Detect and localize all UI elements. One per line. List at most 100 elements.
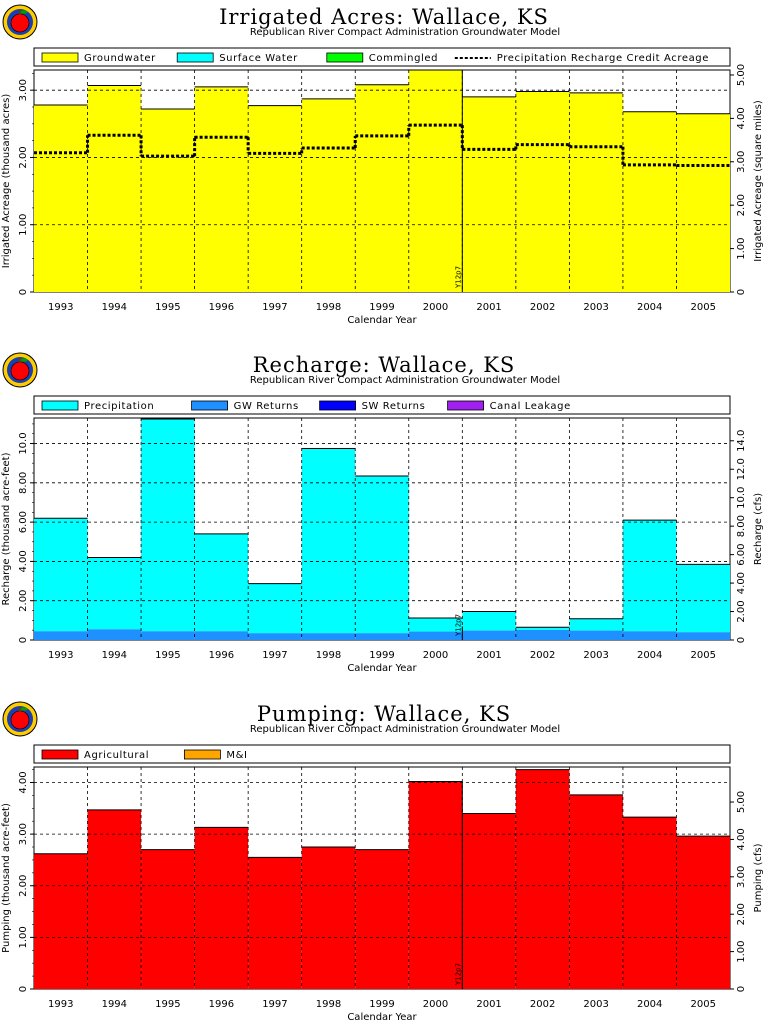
y-tick-label: 3.00 (18, 79, 29, 101)
apple-leaf (20, 10, 28, 14)
y-right-tick-label: 8.00 (736, 515, 747, 537)
legend-label: Precipitation Recharge Credit Acreage (497, 53, 709, 64)
y-tick-label: 8.00 (18, 472, 29, 494)
apple-icon (10, 13, 30, 33)
annotation-label: Y12p7 (454, 963, 462, 986)
x-tick-label: 2000 (423, 650, 448, 661)
legend-item: Precipitation Recharge Credit Acreage (454, 53, 709, 64)
bar-segment (515, 627, 570, 630)
bar-segment (676, 836, 730, 989)
bar-segment (515, 91, 570, 292)
y-right-axis-label: Pumping (cfs) (753, 843, 764, 912)
x-tick-label: 1998 (316, 302, 341, 313)
legend-swatch (191, 400, 229, 411)
bar-segment (462, 611, 516, 631)
bar-segment (676, 564, 730, 633)
chart-subtitle: Republican River Compact Administration … (250, 27, 560, 38)
y-tick-label: 10.0 (18, 432, 29, 454)
x-tick-label: 1993 (48, 650, 73, 661)
x-tick-label: 1995 (155, 302, 180, 313)
bar-segment (301, 98, 356, 292)
x-tick-label: 2002 (530, 302, 555, 313)
apple-icon (10, 710, 30, 730)
x-tick-label: 1996 (209, 650, 234, 661)
legend-item: Canal Leakage (447, 400, 571, 412)
x-tick-label: 2000 (423, 302, 448, 313)
bar-segment (141, 631, 195, 640)
apple-icon (10, 361, 30, 381)
x-tick-label: 1997 (262, 650, 287, 661)
y-right-tick-label: 3.00 (736, 151, 747, 173)
chart-title: Pumping: Wallace, KS (257, 702, 511, 726)
legend-item: Surface Water (176, 52, 298, 64)
x-tick-label: 2003 (583, 650, 608, 661)
apple-leaf (20, 358, 28, 362)
legend: Agricultural M&I (41, 749, 247, 761)
bar-segment (194, 533, 249, 632)
x-tick-label: 2001 (476, 650, 501, 661)
bar-segment (676, 632, 730, 640)
legend-item: SW Returns (319, 400, 426, 412)
y-right-tick-label: 0 (736, 289, 747, 295)
legend-label: SW Returns (362, 401, 426, 412)
x-tick-label: 2002 (530, 650, 555, 661)
x-tick-label: 1998 (316, 999, 341, 1010)
legend-label: M&I (226, 750, 247, 761)
x-tick-label: 1995 (155, 650, 180, 661)
bar-segment (515, 769, 570, 989)
legend-label: Canal Leakage (490, 401, 571, 412)
bar-segment (141, 109, 195, 292)
bar-segment (408, 617, 463, 632)
legend-swatch (447, 400, 485, 411)
bar-segment (87, 809, 142, 989)
y-right-tick-label: 5.00 (736, 791, 747, 813)
legend-swatch (41, 400, 79, 411)
x-tick-label: 2003 (583, 999, 608, 1010)
x-tick-label: 2004 (637, 650, 662, 661)
bar-segment (408, 70, 463, 292)
bar-segment (622, 111, 677, 292)
bar-segment (408, 631, 463, 640)
chart-subtitle: Republican River Compact Administration … (250, 724, 560, 735)
y-tick-label: 2.00 (18, 590, 29, 612)
legend-swatch (176, 52, 214, 63)
y-right-tick-label: 2.00 (736, 903, 747, 925)
legend-item: Precipitation (41, 400, 154, 412)
x-tick-label: 2001 (476, 302, 501, 313)
y-right-tick-label: 2.00 (736, 194, 747, 216)
line-series (34, 123, 730, 168)
x-tick-label: 2004 (637, 999, 662, 1010)
y-tick-label: 2.00 (18, 875, 29, 897)
x-axis-label: Calendar Year (347, 315, 417, 326)
x-tick-label: 2005 (691, 999, 716, 1010)
x-tick-label: 1997 (262, 999, 287, 1010)
x-tick-label: 1995 (155, 999, 180, 1010)
apple-stem (19, 707, 21, 712)
bar-segment (301, 847, 356, 989)
y-right-tick-label: 6.00 (736, 543, 747, 565)
annotation-label: Y12p7 (454, 614, 462, 637)
y-tick-label: 1.00 (18, 214, 29, 236)
bar-segment (34, 853, 88, 989)
x-tick-label: 2005 (691, 650, 716, 661)
legend-label: Agricultural (84, 750, 149, 761)
bar-segment (515, 629, 570, 640)
bar-segment (34, 518, 88, 632)
legend-item: GW Returns (191, 400, 298, 412)
bar-segment (87, 85, 142, 293)
bar-segment (34, 631, 88, 640)
chart-title: Recharge: Wallace, KS (253, 353, 516, 377)
y-right-axis-label: Recharge (cfs) (753, 493, 764, 565)
legend-label: Surface Water (219, 53, 298, 64)
bar-segment (301, 633, 356, 640)
bar-segment (248, 633, 302, 640)
y-tick-label: 4.00 (18, 550, 29, 572)
bar-segment (569, 618, 623, 631)
bar-segment (248, 857, 302, 989)
y-axis-label: Irrigated Acreage (thousand acres) (1, 94, 12, 269)
y-tick-label: 4.00 (18, 771, 29, 793)
bar-segment (194, 827, 249, 989)
y-tick-label: 0 (18, 289, 29, 295)
